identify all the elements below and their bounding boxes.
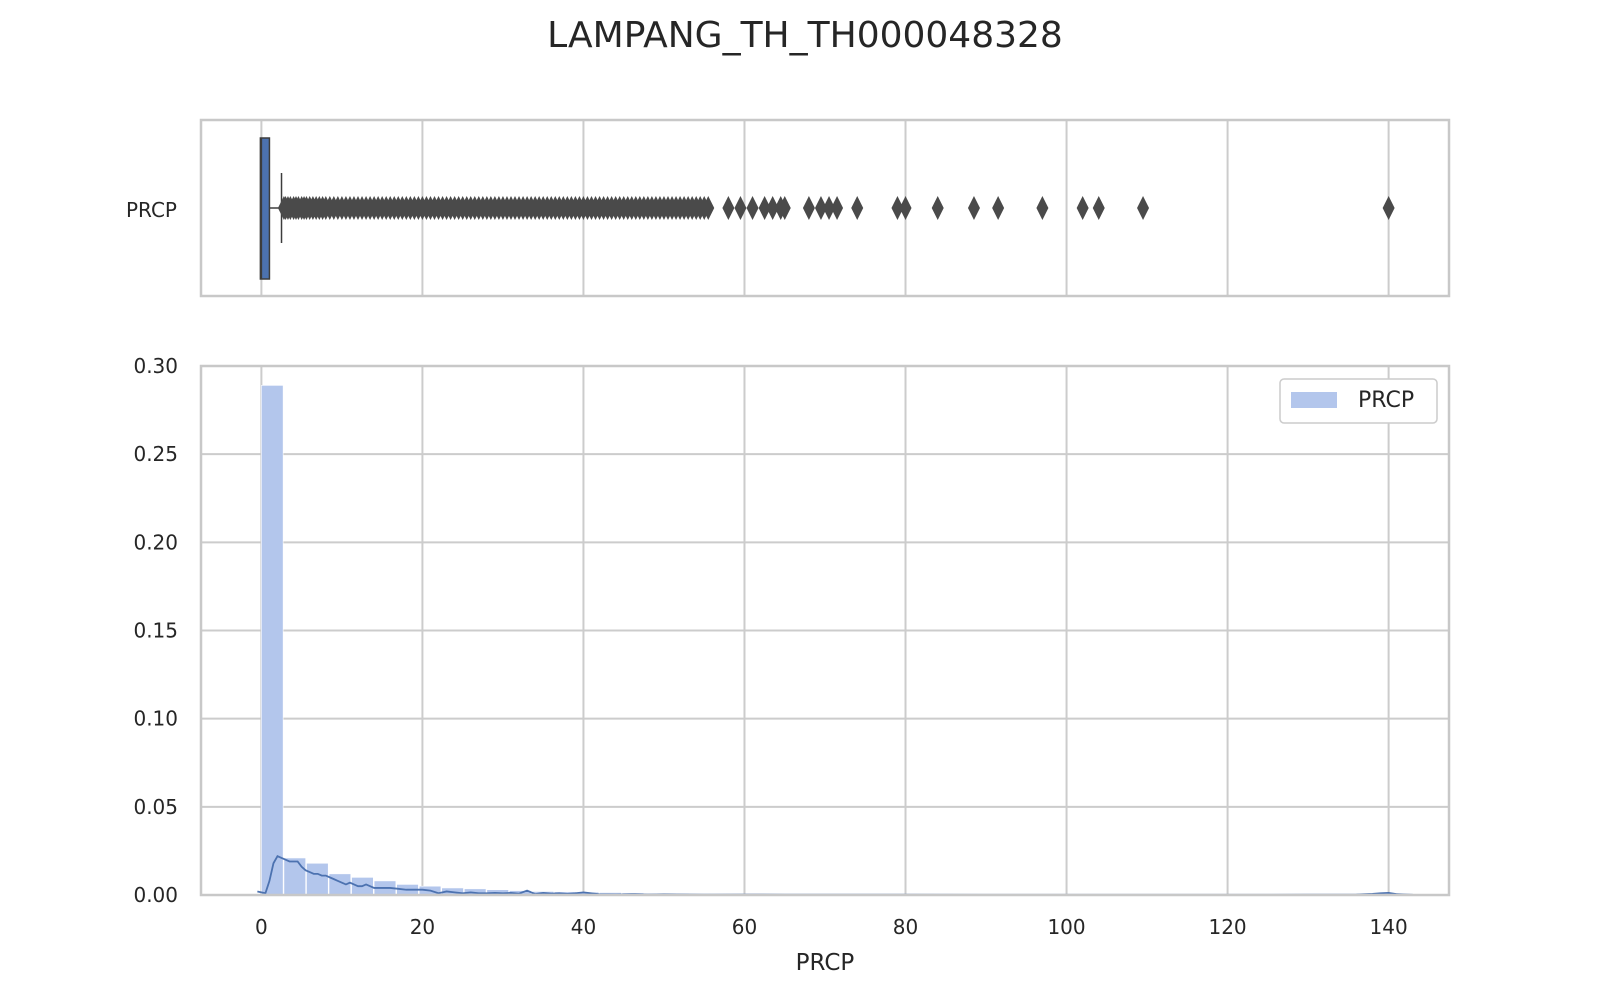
histogram-grid xyxy=(201,365,1449,896)
histogram-panel: 0 20 40 60 80 100 120 140 0.000.050.100.150.200… xyxy=(133,354,1451,976)
histogram-bar xyxy=(261,385,284,896)
outlier-point xyxy=(967,196,980,220)
outlier-point xyxy=(814,196,827,220)
x-tick-label: 20 xyxy=(410,915,435,939)
outlier-point xyxy=(1092,196,1105,220)
outlier-point xyxy=(802,196,815,220)
y-tick-labels: 0.00 0.05 0.10 0.15 0.20 0.25 0.30 xyxy=(133,354,178,907)
outlier-point xyxy=(758,196,771,220)
x-tick-label: 0 xyxy=(255,915,268,939)
outlier-point xyxy=(823,196,836,220)
outlier-point xyxy=(1076,196,1089,220)
outlier-point xyxy=(831,196,844,220)
outlier-point xyxy=(1036,196,1049,220)
y-tick-label: 0.20 xyxy=(133,530,178,554)
outlier-point xyxy=(851,196,864,220)
boxplot-marks xyxy=(259,137,1395,280)
legend-swatch xyxy=(1291,392,1337,408)
outlier-point xyxy=(746,196,759,220)
y-tick-label: 0.05 xyxy=(133,795,178,819)
boxplot-category-label: PRCP xyxy=(126,198,177,222)
x-tick-label: 100 xyxy=(1047,915,1085,939)
y-tick-label: 0.10 xyxy=(133,707,178,731)
outlier-point xyxy=(734,196,747,220)
y-tick-label: 0.00 xyxy=(133,883,178,907)
outlier-point xyxy=(722,196,735,220)
outlier-point xyxy=(891,196,904,220)
outlier-point xyxy=(778,196,791,220)
histogram-bar xyxy=(306,862,329,896)
outlier-point xyxy=(1382,196,1395,220)
legend-box xyxy=(1279,378,1438,424)
boxplot-panel: PRCP xyxy=(126,118,1451,298)
outlier-point xyxy=(899,196,912,220)
x-tick-label: 80 xyxy=(893,915,918,939)
x-tick-labels: 0 20 40 60 80 100 120 140 xyxy=(255,915,1408,939)
x-tick-label: 40 xyxy=(571,915,596,939)
x-tick-label: 60 xyxy=(732,915,757,939)
boxplot-frame xyxy=(199,118,1451,298)
histogram-frame xyxy=(199,364,1451,897)
legend-label: PRCP xyxy=(1358,388,1414,413)
y-tick-label: 0.30 xyxy=(133,354,178,378)
y-tick-label: 0.25 xyxy=(133,442,178,466)
chart-title: LAMPANG_TH_TH000048328 xyxy=(547,15,1063,56)
box-iqr xyxy=(259,137,271,280)
x-axis-label: PRCP xyxy=(796,950,855,976)
histogram-bar xyxy=(283,857,306,896)
outlier-point xyxy=(1137,196,1150,220)
x-tick-label: 120 xyxy=(1208,915,1246,939)
outlier-point xyxy=(702,196,715,220)
outlier-point xyxy=(766,196,779,220)
outlier-point xyxy=(992,196,1005,220)
y-tick-label: 0.15 xyxy=(133,619,178,643)
outlier-point xyxy=(931,196,944,220)
legend: PRCP xyxy=(1279,378,1438,424)
x-tick-label: 140 xyxy=(1370,915,1408,939)
